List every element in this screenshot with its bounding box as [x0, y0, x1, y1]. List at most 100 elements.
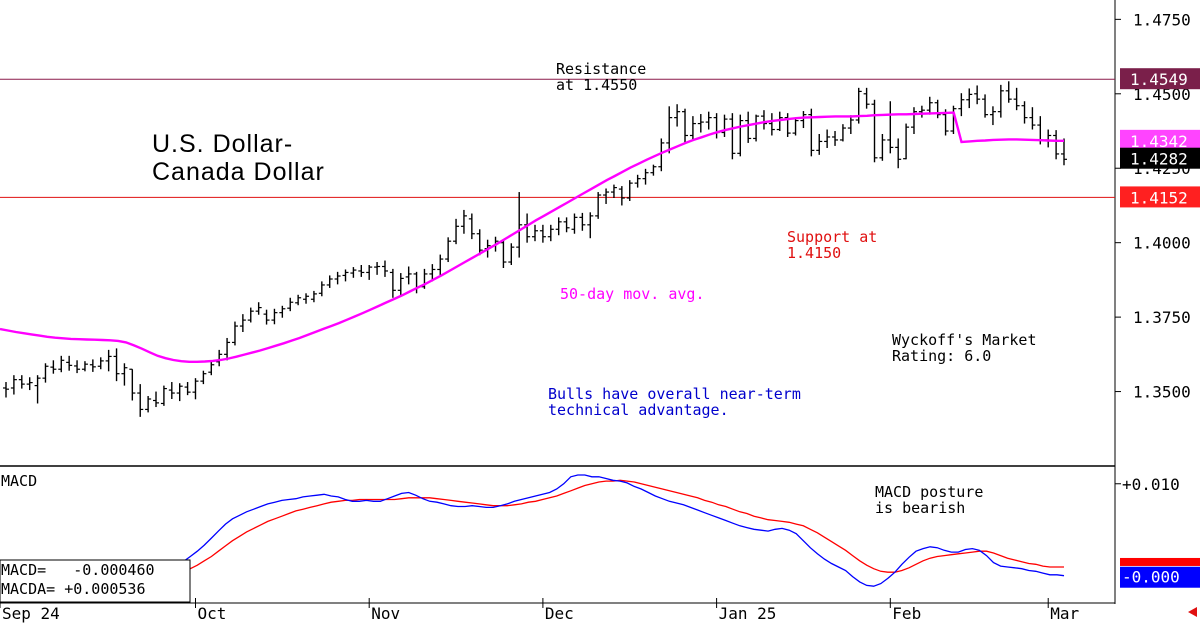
time-label: Dec: [545, 604, 574, 623]
price-bar: [697, 114, 704, 133]
price-bar: [247, 307, 254, 323]
ma-tag-bg: [1120, 129, 1200, 151]
macda-tag-bg: [1120, 557, 1200, 566]
resistance-tag-bg: [1120, 68, 1200, 90]
time-axis-labels: Sep 24 Oct Nov Dec Jan 25 Feb Mar: [0, 598, 1079, 623]
price-bar: [429, 264, 436, 282]
macd-tick-label: +0.010: [1122, 475, 1180, 494]
price-bar: [303, 293, 310, 304]
price-tick-label: 1.3750: [1133, 308, 1191, 327]
price-bar: [626, 180, 633, 201]
price-tick-label: 1.4750: [1133, 10, 1191, 29]
time-label: Sep 24: [2, 604, 60, 623]
price-bar: [974, 85, 981, 105]
price-bar: [342, 269, 349, 282]
price-bar: [295, 294, 302, 306]
time-label: Nov: [371, 604, 400, 623]
price-tick-label: 1.4000: [1133, 234, 1191, 253]
price-bar: [532, 224, 538, 242]
price-bar: [326, 275, 333, 288]
price-bar: [200, 370, 207, 385]
support-tag-bg: [1120, 186, 1200, 208]
price-bar: [832, 131, 839, 146]
price-bar: [74, 360, 81, 374]
price-bar: [50, 360, 57, 374]
price-bar: [279, 305, 286, 318]
price-bar: [437, 254, 444, 276]
price-bar: [682, 108, 689, 143]
price-bar: [982, 94, 989, 118]
last-price-tag: 1.4282: [1130, 150, 1188, 169]
macd-posture-note: MACD posture is bearish: [875, 483, 992, 517]
price-bar: [263, 309, 270, 325]
price-bar: [721, 114, 728, 137]
price-bar: [66, 355, 73, 371]
time-label: Oct: [197, 604, 226, 623]
price-bar: [58, 355, 65, 373]
scroll-left-arrow-icon[interactable]: [1188, 607, 1197, 617]
price-bar: [610, 184, 617, 199]
price-bar: [555, 217, 562, 236]
price-bar: [587, 212, 594, 239]
price-bar: [216, 349, 223, 367]
price-bar: [926, 96, 933, 115]
price-bar: [310, 290, 317, 303]
price-bar: [674, 104, 681, 127]
price-bar: [81, 361, 88, 372]
ma-50day-line: [0, 111, 1064, 363]
price-bar: [453, 218, 460, 245]
price-bar: [1021, 101, 1028, 124]
price-bar: [816, 133, 823, 155]
price-bar: [571, 213, 578, 234]
macd-readout: MACD= -0.000460: [1, 561, 155, 579]
price-bar: [1029, 107, 1036, 130]
price-bar: [776, 111, 783, 132]
price-bar: [1005, 81, 1012, 103]
price-bar: [168, 382, 175, 400]
price-bar: [705, 111, 712, 130]
price-bar: [255, 302, 262, 315]
resistance-tag: 1.4549: [1130, 70, 1188, 89]
ma-tag: 1.4342: [1130, 132, 1188, 151]
price-bar: [1061, 138, 1067, 166]
price-bar: [966, 88, 973, 109]
wyckoff-rating: Wyckoff's Market Rating: 6.0: [892, 331, 1046, 365]
price-bar: [579, 212, 586, 231]
price-bar: [374, 262, 381, 275]
last-price-tag-bg: [1120, 147, 1200, 169]
price-bar: [839, 124, 846, 142]
price-bar: [224, 337, 231, 361]
macd-tag: -0.000: [1122, 568, 1180, 587]
price-bar: [863, 87, 870, 109]
macd-panel-label: MACD: [1, 472, 37, 490]
price-bar: [34, 375, 41, 404]
macda-readout: MACDA= +0.000536: [1, 580, 146, 598]
price-bar: [287, 297, 294, 312]
price-bar: [105, 349, 112, 372]
price-bar: [318, 281, 325, 297]
price-bars: [3, 81, 1067, 417]
price-bar: [784, 113, 791, 137]
price-bar: [405, 266, 412, 285]
price-bar: [737, 114, 744, 157]
price-bar: [595, 192, 602, 219]
price-bar: [642, 168, 649, 185]
price-bar: [89, 359, 96, 372]
price-bar: [887, 101, 894, 154]
resistance-label: Resistance at 1.4550: [556, 60, 655, 94]
price-bar: [689, 116, 696, 140]
price-bar: [397, 273, 404, 297]
price-bar: [192, 378, 199, 400]
price-bar: [239, 314, 246, 333]
price-bar: [989, 106, 996, 126]
price-bar: [666, 106, 673, 154]
price-bar: [160, 385, 167, 406]
price-bar: [468, 213, 475, 240]
price-bar: [879, 133, 886, 161]
price-tick-label: 1.3500: [1133, 383, 1191, 402]
price-bar: [997, 84, 1004, 118]
price-bar: [618, 186, 625, 206]
price-bar: [508, 243, 515, 266]
